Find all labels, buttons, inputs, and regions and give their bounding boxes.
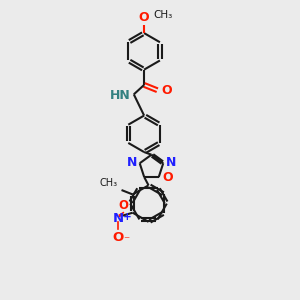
Text: O: O <box>139 11 149 24</box>
Text: O: O <box>112 231 124 244</box>
Text: N: N <box>112 212 124 224</box>
Text: +: + <box>123 212 132 221</box>
Text: CH₃: CH₃ <box>99 178 117 188</box>
Text: O: O <box>162 171 173 184</box>
Text: N: N <box>166 156 177 169</box>
Text: N: N <box>126 156 137 169</box>
Text: CH₃: CH₃ <box>153 10 172 20</box>
Text: HN: HN <box>110 89 130 102</box>
Text: ⁻: ⁻ <box>123 234 130 247</box>
Text: O: O <box>118 199 128 212</box>
Text: O: O <box>161 84 172 97</box>
